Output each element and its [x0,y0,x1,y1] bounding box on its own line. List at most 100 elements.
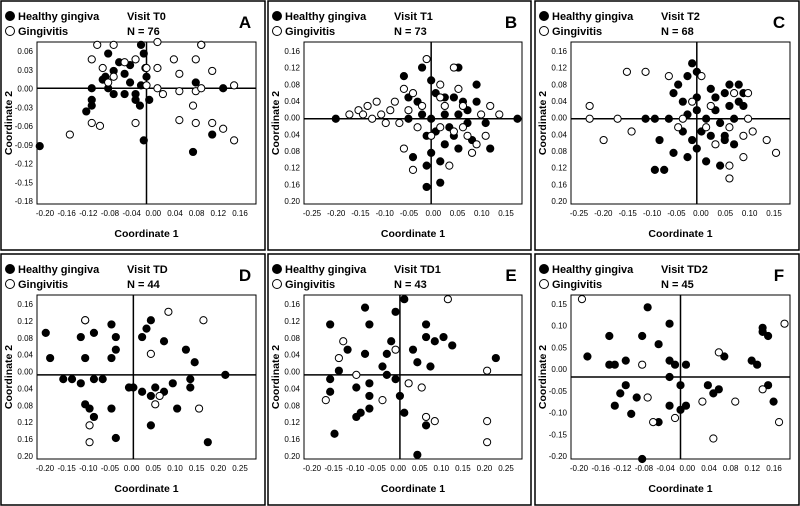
healthy-point [41,328,50,337]
y-tick-label: 0.04 [17,351,33,360]
healthy-point [352,383,361,392]
gingivitis-point [164,307,173,316]
legend-healthy-label: Healthy gingiva [285,11,367,23]
gingivitis-point [714,348,723,357]
y-tick-label: 0.00 [17,368,33,377]
gingivitis-point [142,81,151,90]
x-axis-label: Coordinate 1 [648,228,712,240]
gingivitis-point [175,87,184,96]
healthy-point [440,140,449,149]
gingivitis-point [743,114,753,123]
gingivitis-point [199,316,208,325]
plot-area [303,41,523,205]
y-tick-label: 0.16 [551,180,567,189]
x-axis-label: Coordinate 1 [381,483,445,495]
y-axis-label: Coordinate 2 [537,345,549,409]
gingivitis-point [780,319,789,328]
panel-F: Healthy gingiva Gingivitis Visit TD2 N = 45… [534,253,800,506]
healthy-point [421,332,431,342]
y-tick-label: 0.08 [284,80,300,89]
healthy-point [716,161,725,170]
x-tick-label: 0.15 [766,209,782,218]
gingivitis-point [81,316,90,325]
x-axis-label: Coordinate 1 [114,483,178,495]
healthy-point [436,178,445,187]
gingivitis-point [230,136,239,145]
gingivitis-point [483,438,492,447]
healthy-point [716,118,725,128]
x-tick-label: 0.20 [211,464,227,473]
x-tick-label: 0.16 [766,464,782,473]
healthy-point [391,375,400,384]
gingivitis-point [643,393,652,402]
gingivitis-point [153,63,162,73]
gingivitis-point [436,80,445,89]
gingivitis-point [440,101,449,111]
x-axis-label: Coordinate 1 [114,228,178,240]
healthy-point [491,353,500,363]
healthy-point [151,383,160,392]
legend-healthy-marker [5,264,15,274]
n-label: N = 73 [394,26,427,38]
x-tick-label: -0.16 [592,464,611,473]
gingivitis-point [208,118,217,128]
healthy-point [638,331,647,341]
gingivitis-point [399,144,409,153]
healthy-point [120,69,129,78]
healthy-point [203,438,212,447]
gingivitis-point [739,153,748,162]
y-tick-label: -0.18 [15,197,34,206]
y-tick-label: 0.16 [284,300,300,309]
gingivitis-point [358,110,368,119]
y-tick-label: 0.04 [551,97,567,106]
healthy-point [360,303,370,312]
y-tick-label: 0.20 [17,452,33,461]
gingivitis-point [483,417,492,426]
healthy-point [190,358,199,367]
healthy-point [82,107,91,116]
gingivitis-point [120,58,129,67]
healthy-point [665,372,674,382]
panel-letter: C [773,13,785,32]
gingivitis-point [417,383,426,392]
healthy-point [430,337,439,346]
y-tick-label: 0.08 [17,334,33,343]
healthy-point [382,349,391,358]
x-tick-label: 0.00 [680,464,696,473]
healthy-point [711,93,720,102]
gingivitis-point [706,101,715,111]
x-tick-label: 0.15 [455,464,471,473]
y-axis-label: Coordinate 2 [537,91,549,155]
healthy-point [139,136,148,145]
healthy-point [436,157,445,166]
healthy-point [139,49,148,58]
legend-gingivitis-marker [5,26,15,36]
x-tick-label: 0.10 [434,464,450,473]
healthy-point [343,345,352,354]
healthy-point [387,337,396,346]
y-tick-label: 0.04 [551,130,567,139]
gingivitis-point [391,345,400,354]
gingivitis-point [104,78,113,87]
x-tick-label: 0.04 [701,464,717,473]
gingivitis-point [638,360,647,369]
healthy-point [408,153,418,162]
healthy-point [702,114,711,123]
plot-area [303,294,523,460]
healthy-point [208,130,217,139]
healthy-point [326,320,335,329]
x-tick-label: 0.00 [390,464,406,473]
healthy-point [188,147,198,157]
y-tick-label: 0.06 [17,47,33,56]
y-tick-label: 0.16 [284,180,300,189]
x-tick-label: 0.16 [232,209,248,218]
gingivitis-point [449,63,458,72]
visit-label: Visit T1 [394,11,433,23]
y-tick-label: 0.12 [284,418,300,427]
y-tick-label: 0.12 [551,64,567,73]
gingivitis-point [131,55,140,64]
gingivitis-point [697,72,706,81]
x-tick-label: -0.25 [303,209,322,218]
gingivitis-point [674,123,683,132]
legend-gingivitis-marker [272,279,282,289]
